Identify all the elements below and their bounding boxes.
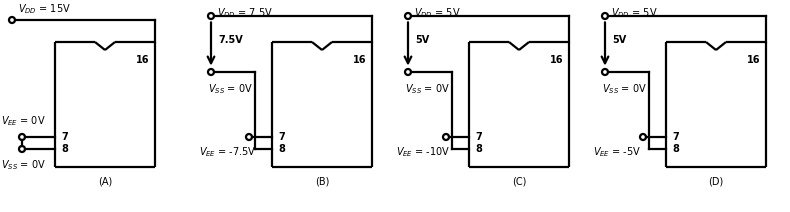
- Text: 7: 7: [61, 132, 68, 142]
- Text: 7: 7: [672, 132, 679, 142]
- Text: 7.5V: 7.5V: [218, 35, 243, 45]
- Text: 8: 8: [475, 144, 482, 154]
- Text: $V_{SS}$ = 0V: $V_{SS}$ = 0V: [1, 158, 46, 172]
- Text: (C): (C): [512, 176, 526, 186]
- Text: (A): (A): [98, 176, 112, 186]
- Text: 16: 16: [352, 55, 366, 65]
- Text: $V_{DD}$ = 15V: $V_{DD}$ = 15V: [18, 2, 71, 16]
- Text: $V_{DD}$ = 7.5V: $V_{DD}$ = 7.5V: [217, 6, 273, 20]
- Text: $V_{SS}$ = 0V: $V_{SS}$ = 0V: [405, 82, 450, 96]
- Text: 16: 16: [747, 55, 760, 65]
- Text: 5V: 5V: [612, 35, 626, 45]
- Text: $V_{DD}$ = 5V: $V_{DD}$ = 5V: [414, 6, 461, 20]
- Text: $V_{EE}$ = -5V: $V_{EE}$ = -5V: [593, 145, 641, 159]
- Text: $V_{EE}$ = -7.5V: $V_{EE}$ = -7.5V: [199, 145, 257, 159]
- Text: 5V: 5V: [415, 35, 429, 45]
- Text: 7: 7: [475, 132, 482, 142]
- Text: 8: 8: [672, 144, 679, 154]
- Text: $V_{EE}$ = 0V: $V_{EE}$ = 0V: [1, 114, 46, 128]
- Text: $V_{DD}$ = 5V: $V_{DD}$ = 5V: [611, 6, 657, 20]
- Text: $V_{SS}$ = 0V: $V_{SS}$ = 0V: [208, 82, 253, 96]
- Text: 8: 8: [61, 144, 68, 154]
- Text: 16: 16: [550, 55, 563, 65]
- Text: 7: 7: [278, 132, 284, 142]
- Text: $V_{SS}$ = 0V: $V_{SS}$ = 0V: [602, 82, 647, 96]
- Text: 8: 8: [278, 144, 285, 154]
- Text: (D): (D): [709, 176, 724, 186]
- Text: $V_{EE}$ = -10V: $V_{EE}$ = -10V: [396, 145, 450, 159]
- Text: 16: 16: [136, 55, 149, 65]
- Text: (B): (B): [314, 176, 329, 186]
